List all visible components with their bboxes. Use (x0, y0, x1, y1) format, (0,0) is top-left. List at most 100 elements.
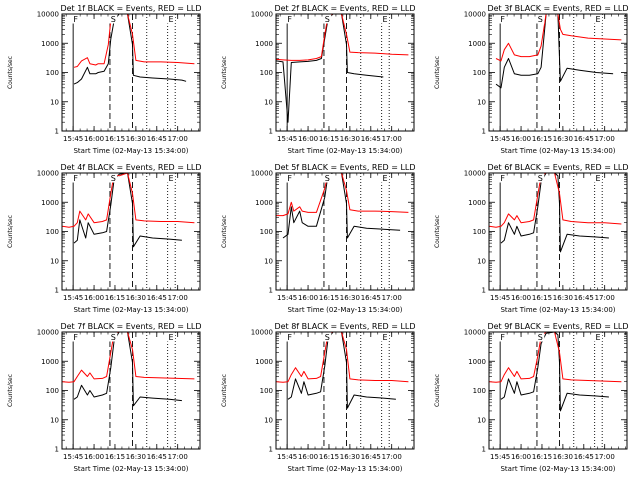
y-tick-label: 1000 (255, 40, 273, 48)
x-tick-label: 16:00 (298, 453, 318, 461)
y-tick-label: 1 (269, 446, 273, 454)
x-tick-label: 17:00 (168, 294, 188, 302)
x-tick-label: 16:45 (147, 294, 167, 302)
y-axis-label: Counts/sec (7, 56, 14, 89)
phase-marker: F (500, 333, 505, 342)
x-tick-label: 16:30 (126, 294, 146, 302)
x-axis-label: Start Time (02-May-13 15:34:00) (73, 306, 188, 314)
y-tick-label: 10 (50, 98, 59, 106)
x-tick-label: 16:30 (340, 135, 360, 143)
marker-bg (323, 173, 332, 183)
plot-frame (61, 172, 201, 291)
x-tick-label: 17:00 (595, 294, 615, 302)
chart-title: Det 5f BLACK = Events, RED = LLD (274, 163, 415, 172)
marker-bg (167, 14, 176, 24)
x-tick-label: 17:00 (382, 453, 402, 461)
chart-title: Det 6f BLACK = Events, RED = LLD (487, 163, 628, 172)
marker-bg (71, 14, 80, 24)
phase-marker: S (325, 333, 330, 342)
y-tick-label: 10 (477, 416, 486, 424)
y-tick-label: 10000 (37, 329, 59, 337)
series-line-black (276, 14, 384, 123)
chart-panel: Det 6f BLACK = Events, RED = LLD Counts/s… (434, 163, 629, 314)
phase-marker: S (538, 333, 543, 342)
x-tick-label: 17:00 (382, 135, 402, 143)
phase-marker: F (500, 174, 505, 183)
series-line-red (489, 173, 622, 228)
y-axis-label: Counts/sec (221, 374, 228, 407)
phase-marker: S (111, 333, 116, 342)
x-axis-label: Start Time (02-May-13 15:34:00) (287, 147, 402, 155)
marker-bg (285, 14, 294, 24)
phase-marker: E (595, 174, 600, 183)
series-line-red (62, 173, 195, 228)
x-tick-label: 16:15 (532, 453, 552, 461)
x-axis-label: Start Time (02-May-13 15:34:00) (73, 465, 188, 473)
series-line-red (489, 332, 622, 383)
y-axis-label: Counts/sec (221, 215, 228, 248)
chart-panel: Det 5f BLACK = Events, RED = LLD Counts/s… (221, 163, 416, 314)
x-tick-label: 16:15 (319, 453, 339, 461)
x-tick-label: 15:45 (277, 135, 297, 143)
y-axis-label: Counts/sec (434, 374, 441, 407)
chart-title: Det 7f BLACK = Events, RED = LLD (60, 322, 201, 331)
plot-frame (275, 13, 415, 132)
y-axis-label: Counts/sec (7, 215, 14, 248)
phase-marker: E (168, 15, 173, 24)
y-tick-label: 1000 (468, 199, 486, 207)
x-tick-label: 16:00 (84, 453, 104, 461)
y-tick-label: 10 (264, 257, 273, 265)
x-tick-label: 16:15 (105, 453, 125, 461)
marker-bg (167, 173, 176, 183)
plot-frame (275, 172, 415, 291)
x-tick-label: 15:45 (490, 135, 510, 143)
marker-bg (381, 14, 390, 24)
phase-marker: S (325, 15, 330, 24)
phase-marker: S (111, 174, 116, 183)
y-tick-label: 1 (55, 446, 59, 454)
marker-bg (109, 173, 118, 183)
y-tick-label: 10 (477, 257, 486, 265)
marker-bg (71, 173, 80, 183)
y-tick-label: 10000 (251, 170, 273, 178)
phase-marker: E (595, 333, 600, 342)
y-tick-label: 10 (50, 257, 59, 265)
chart-panel: Det 7f BLACK = Events, RED = LLD Counts/s… (7, 322, 202, 473)
marker-bg (594, 332, 603, 342)
series-line-black (495, 14, 614, 89)
series-line-red (495, 14, 622, 62)
series-line-black (73, 173, 182, 248)
x-axis-label: Start Time (02-May-13 15:34:00) (500, 465, 615, 473)
x-tick-label: 16:45 (147, 135, 167, 143)
y-tick-label: 1000 (468, 40, 486, 48)
phase-marker: F (287, 174, 292, 183)
marker-bg (381, 173, 390, 183)
x-tick-label: 16:00 (511, 453, 531, 461)
marker-bg (285, 332, 294, 342)
x-tick-label: 16:45 (361, 294, 381, 302)
phase-marker: S (111, 15, 116, 24)
marker-bg (594, 173, 603, 183)
y-axis-label: Counts/sec (7, 374, 14, 407)
y-tick-label: 10 (264, 416, 273, 424)
y-axis-label: Counts/sec (434, 56, 441, 89)
marker-bg (498, 14, 507, 24)
phase-marker: E (595, 15, 600, 24)
y-tick-label: 10 (50, 416, 59, 424)
y-axis-label: Counts/sec (221, 56, 228, 89)
marker-bg (536, 332, 545, 342)
x-tick-label: 17:00 (595, 453, 615, 461)
y-tick-label: 10000 (37, 170, 59, 178)
y-tick-label: 100 (473, 387, 486, 395)
series-line-black (500, 332, 609, 412)
chart-title: Det 8f BLACK = Events, RED = LLD (274, 322, 415, 331)
y-tick-label: 100 (260, 69, 273, 77)
chart-panel: Det 8f BLACK = Events, RED = LLD Counts/s… (221, 322, 416, 473)
x-tick-label: 17:00 (382, 294, 402, 302)
plot-frame (61, 13, 201, 132)
x-tick-label: 16:15 (105, 135, 125, 143)
plot-frame (488, 331, 628, 450)
x-tick-label: 16:15 (532, 294, 552, 302)
marker-bg (109, 14, 118, 24)
marker-bg (536, 14, 545, 24)
